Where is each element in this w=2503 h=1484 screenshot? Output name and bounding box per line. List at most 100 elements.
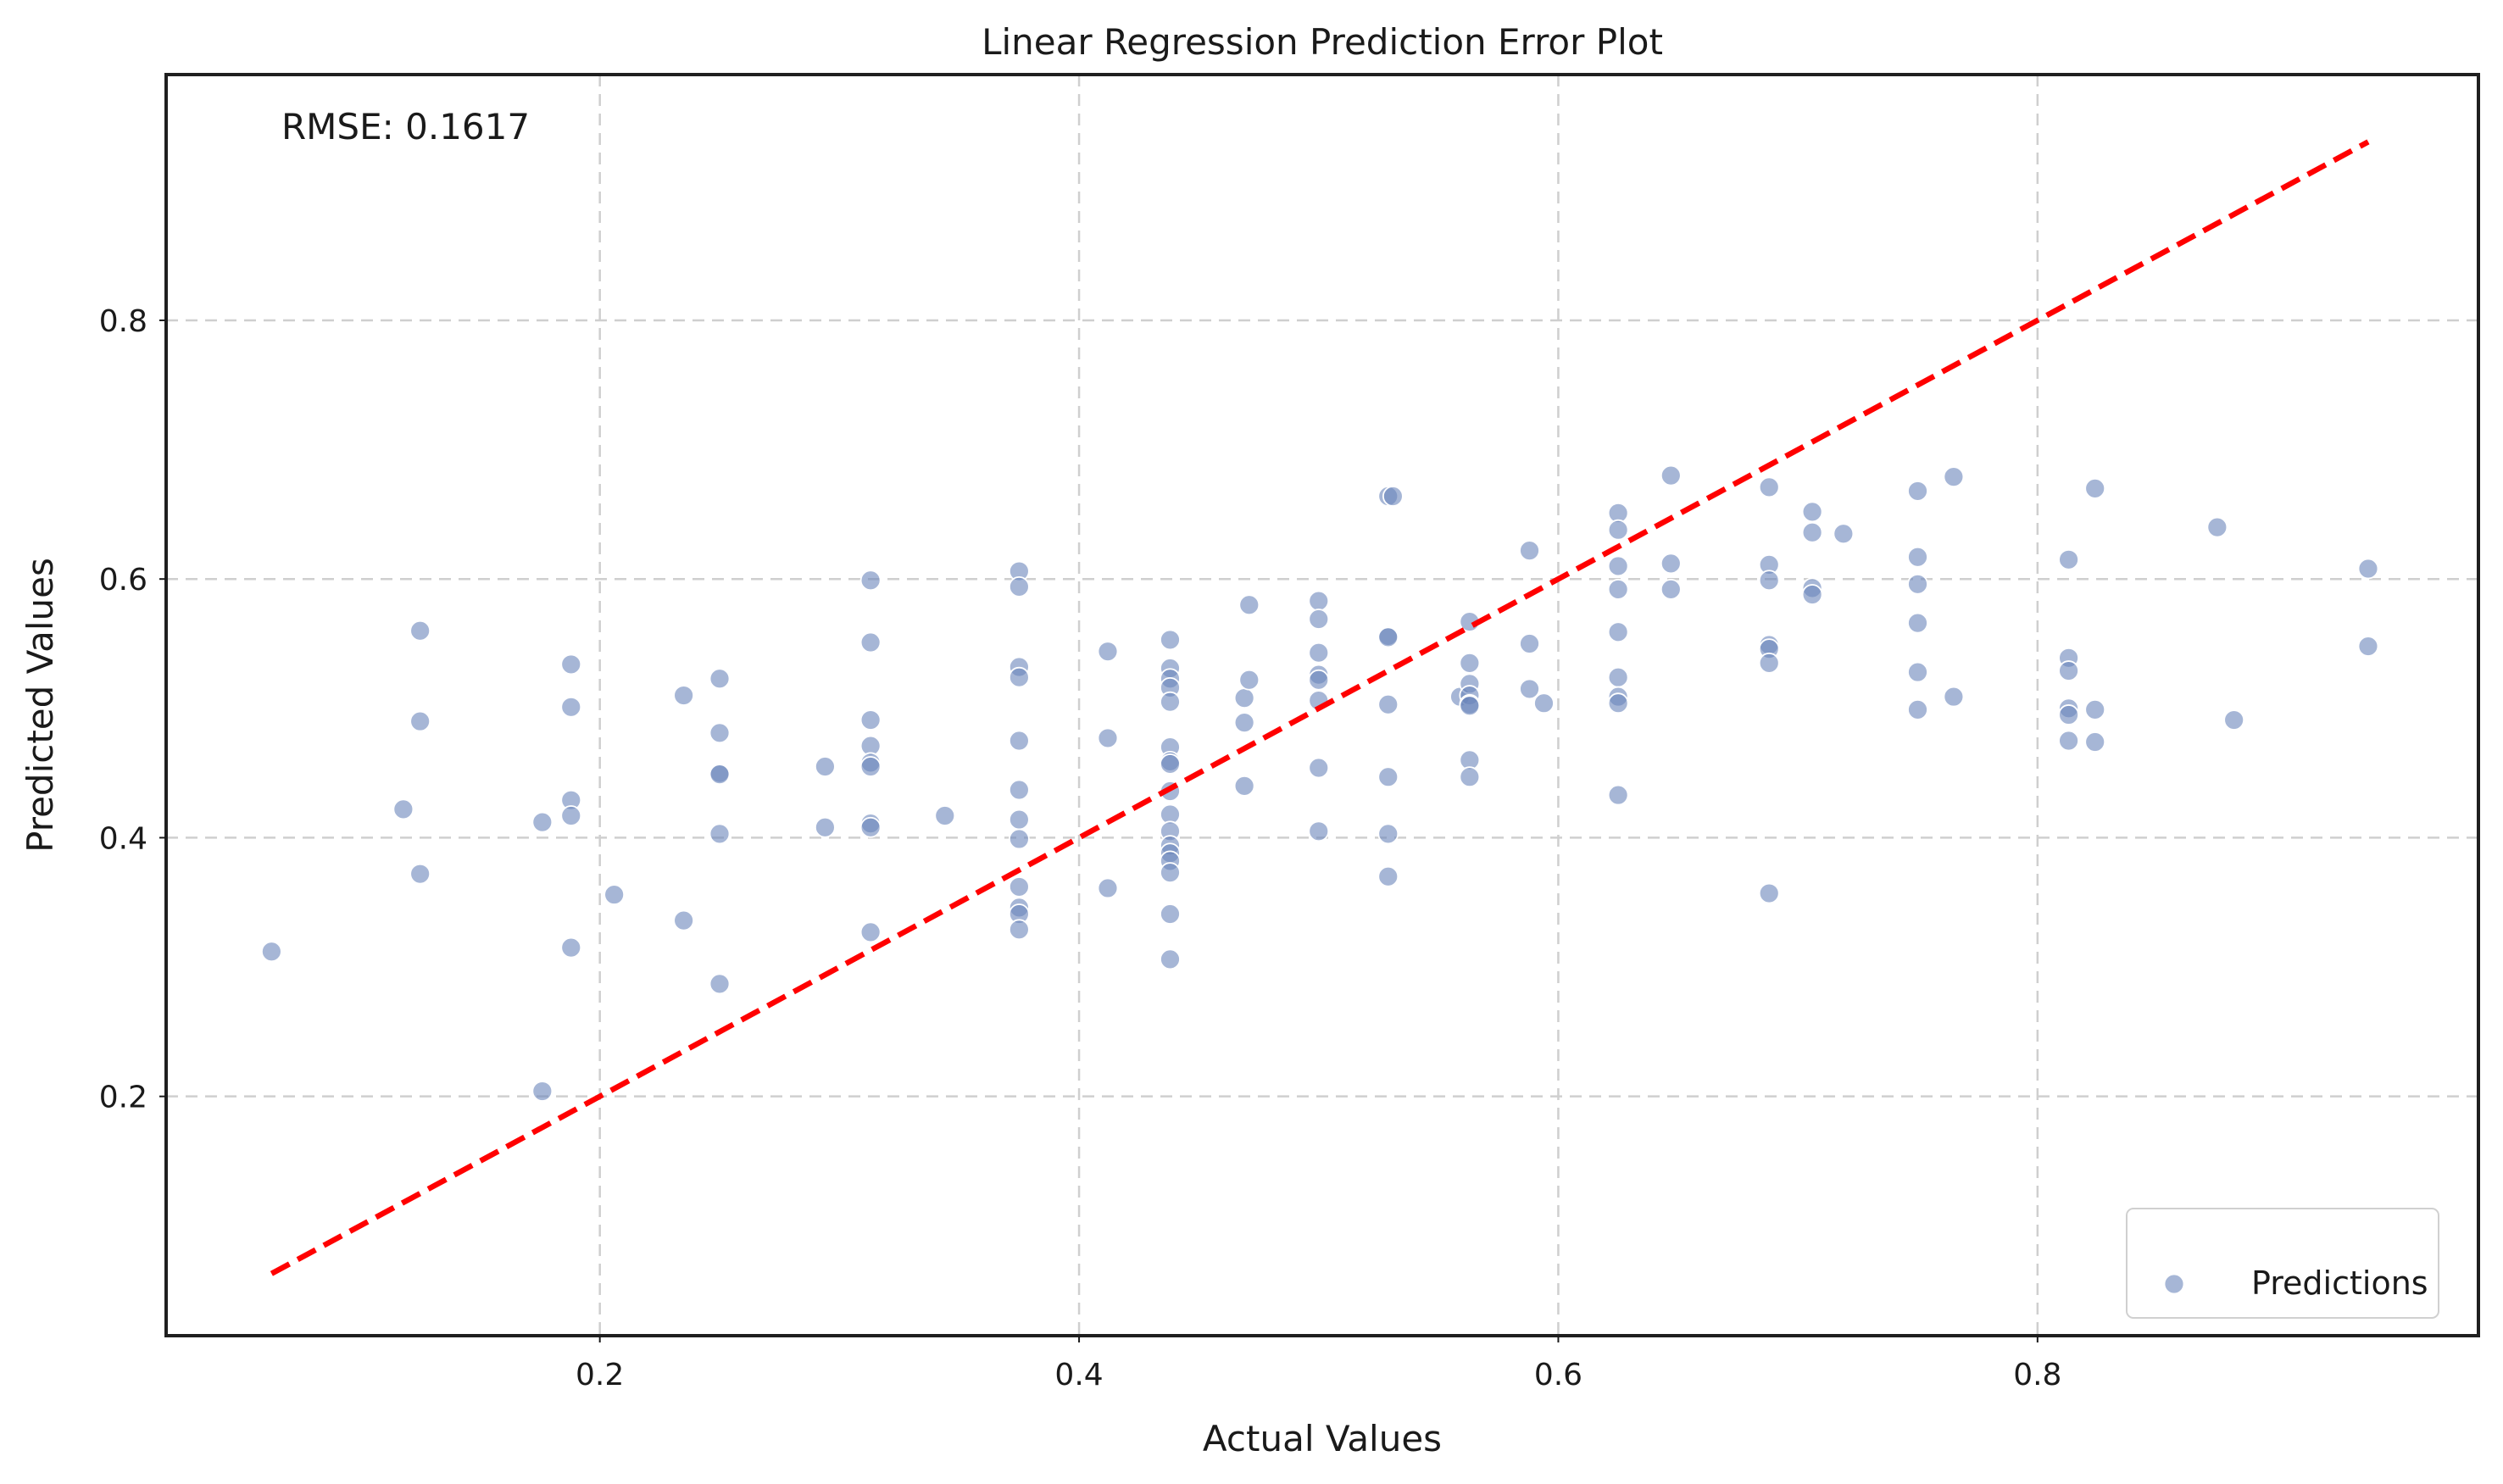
prediction-point	[1308, 609, 1330, 630]
prediction-point	[1308, 590, 1330, 612]
prediction-point	[859, 631, 882, 653]
prediction-point	[1801, 501, 1823, 523]
prediction-point	[1097, 727, 1119, 749]
prediction-point	[1377, 766, 1399, 788]
prediction-point	[2084, 731, 2106, 753]
prediction-point	[1008, 876, 1030, 898]
prediction-point	[1097, 877, 1119, 899]
prediction-point	[1233, 775, 1255, 797]
reference-line	[270, 139, 2370, 1276]
prediction-point	[531, 811, 553, 833]
legend-marker-predictions	[2163, 1273, 2185, 1295]
prediction-point	[673, 909, 695, 931]
prediction-point	[1008, 779, 1030, 801]
prediction-point	[1519, 633, 1540, 654]
prediction-point	[1308, 669, 1330, 691]
prediction-point	[859, 921, 882, 943]
prediction-point	[1377, 865, 1399, 887]
prediction-point	[1907, 612, 1928, 634]
y-tick-label: 0.4	[99, 821, 147, 856]
prediction-point	[1907, 573, 1928, 595]
prediction-point	[673, 685, 695, 706]
prediction-point	[1308, 820, 1330, 842]
plot-area-frame	[164, 73, 2480, 1337]
prediction-point	[1533, 692, 1555, 714]
prediction-point	[1607, 784, 1629, 806]
prediction-point	[1233, 712, 1255, 734]
rmse-annotation: RMSE: 0.1617	[281, 106, 530, 147]
prediction-point	[2058, 704, 2079, 725]
prediction-point	[560, 696, 582, 718]
prediction-point	[1008, 919, 1030, 941]
chart-title: Linear Regression Prediction Error Plot	[982, 21, 1663, 63]
reference-line-group	[270, 139, 2370, 1276]
prediction-point	[1008, 575, 1030, 597]
prediction-point	[1377, 626, 1399, 648]
x-axis-label: Actual Values	[1203, 1418, 1442, 1459]
prediction-point	[560, 805, 582, 826]
prediction-point	[1660, 579, 1682, 600]
prediction-point	[1907, 481, 1928, 502]
prediction-point	[1238, 594, 1260, 616]
prediction-point	[1160, 862, 1181, 884]
prediction-point	[709, 764, 731, 786]
prediction-point	[1459, 653, 1481, 674]
prediction-point	[2058, 660, 2079, 681]
prediction-point	[1801, 521, 1823, 543]
x-tick-label: 0.6	[1534, 1358, 1582, 1392]
axis-ticks: 0.2 0.4 0.6 0.8 0.2 0.4 0.6 0.8	[99, 304, 2062, 1392]
prediction-point	[1907, 698, 1928, 720]
prediction-point	[1607, 692, 1629, 714]
legend: Predictions	[2126, 1208, 2439, 1319]
prediction-point	[2084, 698, 2106, 720]
prediction-point	[1801, 584, 1823, 605]
prediction-point	[1008, 809, 1030, 831]
prediction-point	[1459, 766, 1481, 788]
prediction-point	[2357, 636, 2379, 657]
prediction-point	[2223, 709, 2245, 731]
prediction-point	[1008, 730, 1030, 752]
prediction-point	[1607, 555, 1629, 577]
prediction-point	[1160, 753, 1181, 775]
x-tick-label: 0.4	[1054, 1358, 1103, 1392]
prediction-point	[1758, 476, 1780, 498]
x-tick-label: 0.2	[576, 1358, 624, 1392]
prediction-point	[1607, 519, 1629, 541]
prediction-point	[2084, 477, 2106, 499]
prediction-point	[1833, 523, 1855, 545]
prediction-point	[859, 709, 882, 731]
prediction-point	[815, 816, 836, 838]
prediction-point	[260, 941, 282, 963]
scatter-points	[260, 464, 2379, 1102]
prediction-point	[1097, 641, 1119, 663]
prediction-point	[1308, 757, 1330, 779]
y-tick-label: 0.6	[99, 563, 147, 597]
prediction-point	[1160, 948, 1181, 970]
prediction-point	[392, 798, 414, 820]
y-tick-label: 0.2	[99, 1081, 147, 1115]
prediction-point	[709, 823, 731, 845]
prediction-point	[560, 937, 582, 959]
legend-label-predictions: Predictions	[2251, 1264, 2428, 1302]
prediction-point	[409, 863, 431, 885]
prediction-point	[859, 756, 882, 777]
prediction-point	[1943, 466, 1965, 488]
prediction-point	[934, 805, 956, 826]
prediction-point	[604, 884, 626, 905]
prediction-point	[1607, 579, 1629, 600]
prediction-point	[409, 620, 431, 642]
prediction-point	[1008, 828, 1030, 850]
prediction-point	[859, 570, 882, 592]
prediction-point	[2206, 516, 2228, 538]
prediction-point	[1519, 540, 1540, 562]
prediction-point	[1377, 693, 1399, 715]
x-tick-label: 0.8	[2013, 1358, 2061, 1392]
prediction-point	[1758, 882, 1780, 904]
prediction-point	[1160, 691, 1181, 713]
prediction-point	[1660, 464, 1682, 486]
prediction-point	[1459, 695, 1481, 717]
prediction-point	[409, 710, 431, 732]
y-tick-label: 0.8	[99, 304, 147, 339]
prediction-point	[1758, 653, 1780, 674]
